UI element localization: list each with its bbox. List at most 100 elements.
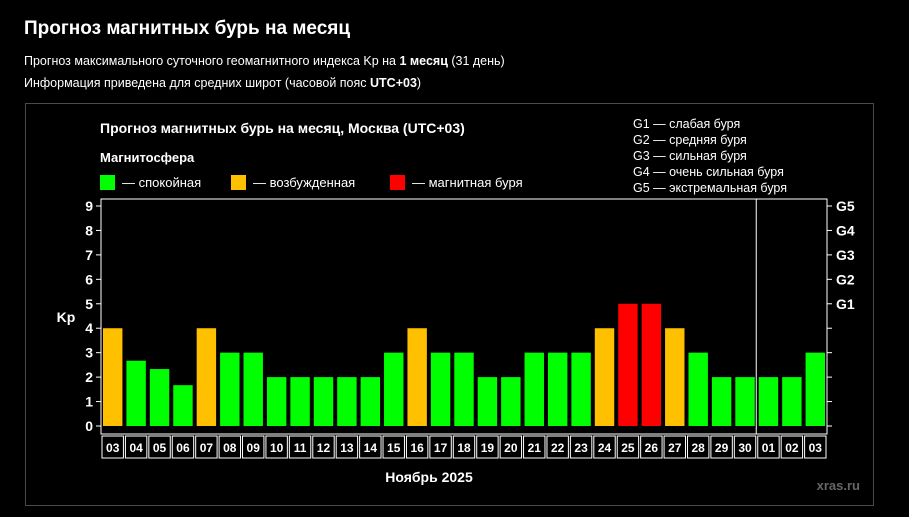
description-period: 1 месяц xyxy=(399,54,448,68)
bar xyxy=(220,352,240,426)
bar xyxy=(782,377,802,426)
bar xyxy=(571,352,591,426)
y-tick-label: 7 xyxy=(85,247,93,263)
timezone-note: Информация приведена для средних широт (… xyxy=(24,76,421,90)
x-label-box xyxy=(101,435,124,459)
bar xyxy=(149,369,170,426)
y-axis-label: Kp xyxy=(57,309,76,325)
legend-title: Магнитосфера xyxy=(100,150,195,165)
legend-label: — спокойная xyxy=(122,175,201,190)
storm-legend-item: G1 — слабая буря xyxy=(633,117,740,131)
bar xyxy=(337,377,357,426)
g-scale-label: G3 xyxy=(836,247,855,263)
y-tick-label: 4 xyxy=(85,320,93,336)
x-label-box xyxy=(804,435,827,459)
y-tick-label: 5 xyxy=(85,296,93,312)
x-tick-label: 17 xyxy=(434,441,448,455)
x-label-box xyxy=(359,435,382,459)
x-tick-label: 04 xyxy=(129,441,143,455)
x-tick-label: 29 xyxy=(715,441,729,455)
bar xyxy=(243,352,263,426)
x-label-box xyxy=(242,435,265,459)
bar xyxy=(618,303,638,426)
x-tick-label: 05 xyxy=(153,441,167,455)
bar xyxy=(266,377,287,426)
x-label-box xyxy=(195,435,218,459)
bar xyxy=(360,377,381,426)
x-tick-label: 24 xyxy=(598,441,612,455)
y-tick-label: 3 xyxy=(85,345,93,361)
x-label-box xyxy=(312,435,335,459)
bar xyxy=(665,328,685,426)
y-tick-label: 2 xyxy=(85,369,93,385)
x-label-box xyxy=(663,435,686,459)
page-title: Прогноз магнитных бурь на месяц xyxy=(24,18,351,39)
bar xyxy=(126,360,146,426)
x-label-box xyxy=(686,435,710,459)
x-label-box xyxy=(710,435,733,459)
x-label-box xyxy=(499,435,523,459)
y-tick-label: 9 xyxy=(85,198,93,214)
x-label-box xyxy=(405,435,429,459)
x-tick-label: 08 xyxy=(223,441,237,455)
legend-swatch xyxy=(390,175,405,190)
bar xyxy=(454,352,474,426)
x-label-box xyxy=(265,435,288,459)
x-label-box xyxy=(546,435,569,459)
bar xyxy=(407,328,427,426)
bar xyxy=(524,352,544,426)
x-tick-label: 23 xyxy=(574,441,588,455)
x-label-box xyxy=(452,435,476,459)
x-label-box xyxy=(429,435,452,459)
x-label-box xyxy=(616,435,640,459)
timezone-text: Информация приведена для средних широт (… xyxy=(24,76,370,90)
x-tick-label: 15 xyxy=(387,441,401,455)
x-tick-label: 28 xyxy=(692,441,706,455)
watermark: xras.ru xyxy=(817,478,860,493)
x-label-box xyxy=(640,435,663,459)
x-tick-label: 14 xyxy=(364,441,378,455)
y-tick-label: 1 xyxy=(85,394,93,410)
x-tick-label: 26 xyxy=(645,441,659,455)
chart-frame xyxy=(25,103,874,506)
g-scale-label: G4 xyxy=(836,222,855,238)
legend-swatch xyxy=(231,175,246,190)
timezone-value: UTC+03 xyxy=(370,76,417,90)
bar xyxy=(641,303,662,426)
x-tick-label: 19 xyxy=(481,441,495,455)
chart-title: Прогноз магнитных бурь на месяц, Москва … xyxy=(100,120,465,136)
bar xyxy=(758,377,779,426)
x-label-box xyxy=(733,435,757,459)
bar xyxy=(735,377,755,426)
g-scale-label: G1 xyxy=(836,296,855,312)
storm-legend-item: G3 — сильная буря xyxy=(633,149,747,163)
legend-label: — возбужденная xyxy=(253,175,355,190)
legend-label: — магнитная буря xyxy=(412,175,523,190)
bar xyxy=(805,352,825,426)
bar xyxy=(547,352,568,426)
bar xyxy=(313,377,334,426)
x-tick-label: 27 xyxy=(668,441,682,455)
x-label-box xyxy=(757,435,780,459)
timezone-close: ) xyxy=(416,76,422,90)
x-tick-label: 11 xyxy=(294,441,307,455)
y-tick-label: 8 xyxy=(85,222,93,238)
storm-legend-item: G4 — очень сильная буря xyxy=(633,165,784,179)
bar xyxy=(477,377,498,426)
description-days: (31 день) xyxy=(447,54,505,68)
x-tick-label: 06 xyxy=(176,441,190,455)
x-tick-label: 20 xyxy=(504,441,518,455)
x-tick-label: 03 xyxy=(106,441,120,455)
x-label-box xyxy=(288,435,312,459)
x-tick-label: 09 xyxy=(247,441,261,455)
storm-legend-item: G2 — средняя буря xyxy=(633,133,747,147)
x-label-box xyxy=(382,435,405,459)
g-scale-label: G2 xyxy=(836,271,855,287)
x-tick-label: 30 xyxy=(738,441,752,455)
x-tick-label: 10 xyxy=(270,441,284,455)
bar xyxy=(711,377,732,426)
x-label-box xyxy=(335,435,359,459)
y-tick-label: 6 xyxy=(85,271,93,287)
x-axis-label: Ноябрь 2025 xyxy=(385,469,473,485)
